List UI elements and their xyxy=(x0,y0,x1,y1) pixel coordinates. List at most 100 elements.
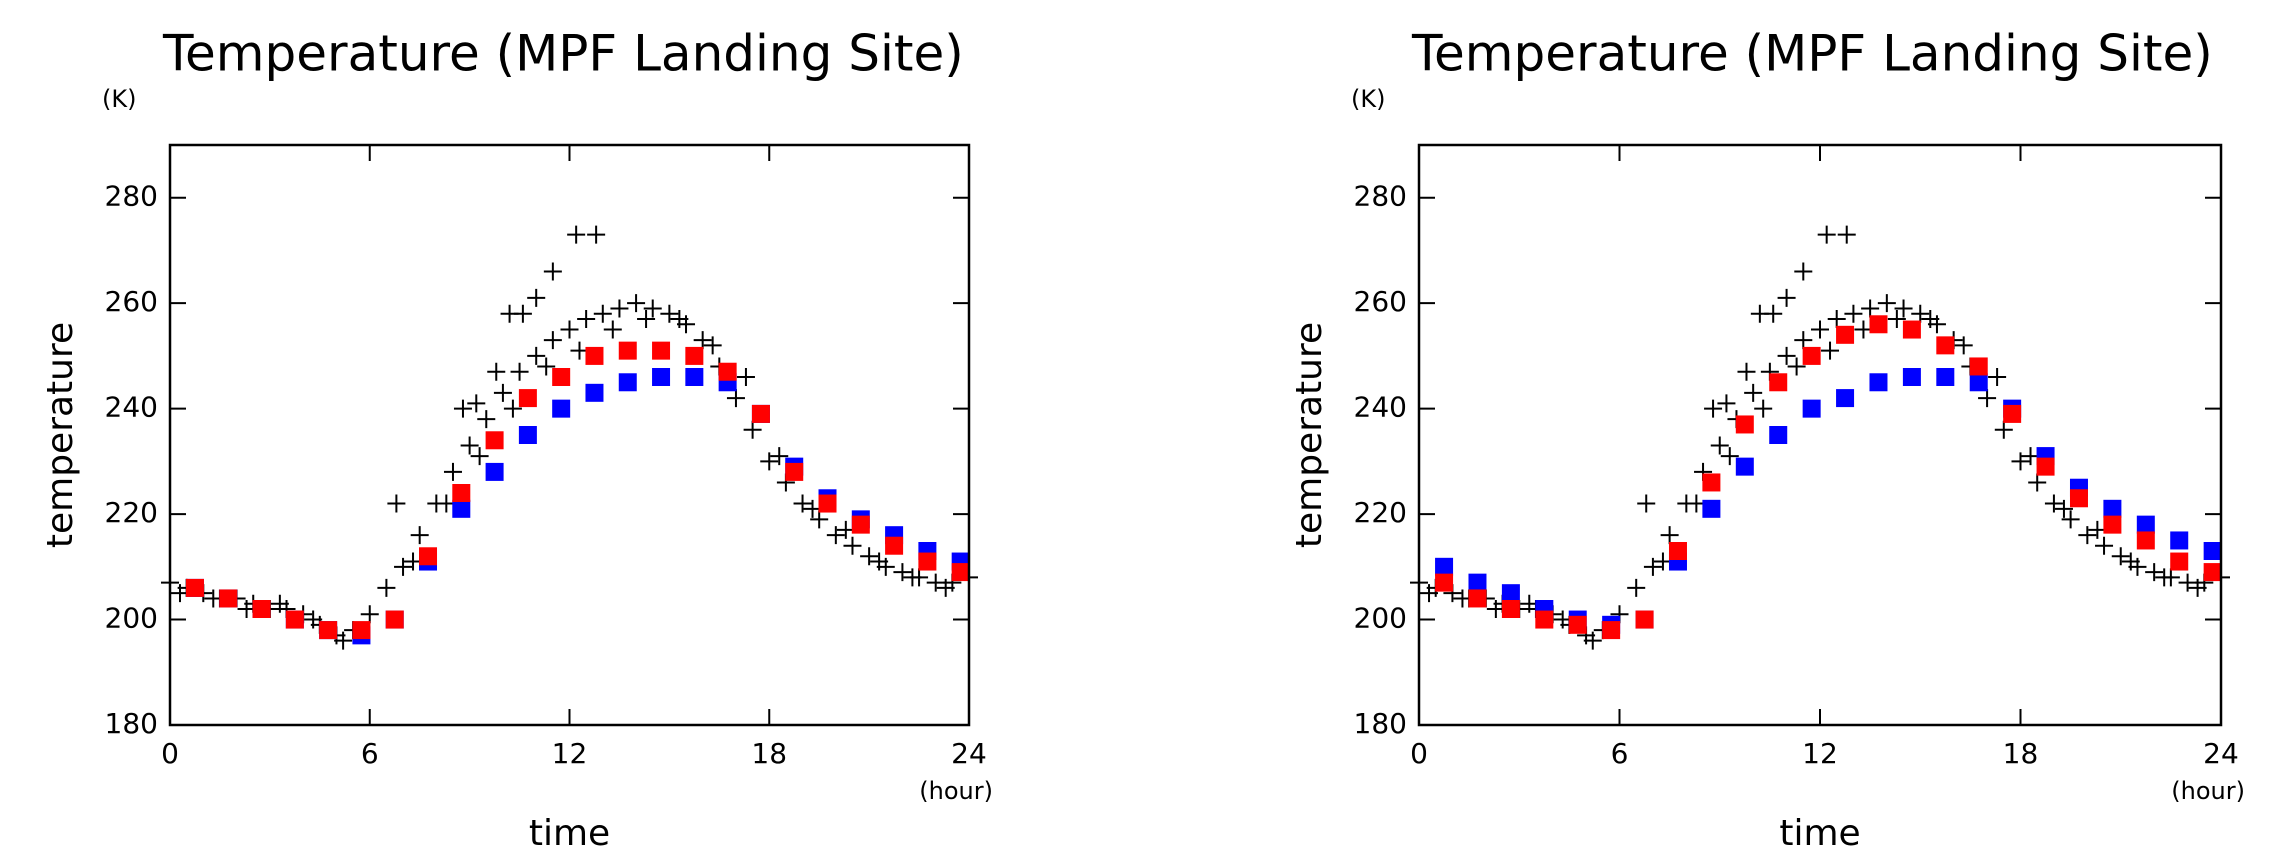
plus-marker xyxy=(1817,225,1836,244)
plus-marker xyxy=(1911,304,1930,323)
square-marker xyxy=(1969,373,1988,392)
square-marker xyxy=(419,547,438,566)
square-marker xyxy=(1702,473,1721,492)
square-marker xyxy=(1869,315,1888,334)
square-marker xyxy=(1568,615,1587,634)
plus-marker xyxy=(593,304,612,323)
plus-marker xyxy=(1787,357,1806,376)
plus-marker xyxy=(660,304,679,323)
square-marker xyxy=(1902,368,1921,386)
y-tick-label: 240 xyxy=(105,391,158,424)
plus-marker xyxy=(936,578,955,597)
square-marker xyxy=(2036,457,2055,476)
plus-marker xyxy=(304,610,323,629)
plus-marker xyxy=(1861,299,1880,318)
square-marker xyxy=(1435,557,1454,576)
plus-marker xyxy=(1794,262,1813,281)
plus-marker xyxy=(334,631,353,650)
y-tick-label: 220 xyxy=(1354,496,1407,529)
plus-marker xyxy=(543,262,562,281)
plus-marker xyxy=(577,310,596,328)
plus-marker xyxy=(1720,447,1739,466)
plus-marker xyxy=(2011,452,2030,471)
square-marker xyxy=(1869,373,1888,392)
plus-marker xyxy=(726,389,745,408)
plus-marker xyxy=(843,536,862,555)
x-tick-label: 24 xyxy=(951,737,987,770)
plot-frame xyxy=(1417,143,2223,727)
y-axis-label: temperature xyxy=(1289,322,1330,548)
square-marker xyxy=(1702,499,1721,518)
plus-marker xyxy=(1553,610,1572,629)
square-marker xyxy=(219,589,238,608)
y-unit: (K) xyxy=(102,85,136,113)
plus-marker xyxy=(1737,362,1756,381)
square-marker xyxy=(585,346,604,365)
plot-frame xyxy=(168,143,971,727)
plus-marker xyxy=(2155,568,2174,587)
square-marker xyxy=(485,462,504,481)
plus-marker xyxy=(1420,584,1439,603)
x-tick-label: 12 xyxy=(552,737,588,770)
square-marker xyxy=(2003,404,2022,423)
x-unit: (hour) xyxy=(919,777,993,805)
y-tick-label: 180 xyxy=(105,707,158,740)
plus-marker xyxy=(2088,520,2107,539)
plus-marker xyxy=(270,594,289,613)
plus-marker xyxy=(1954,336,1973,355)
square-marker xyxy=(1602,621,1621,640)
square-marker xyxy=(385,610,404,629)
plus-marker xyxy=(2044,494,2063,513)
plus-marker xyxy=(537,357,556,376)
plus-marker xyxy=(410,526,429,545)
plus-marker xyxy=(893,563,912,582)
square-marker xyxy=(1468,573,1487,592)
plus-marker xyxy=(693,331,712,350)
plus-marker xyxy=(460,436,479,455)
plus-marker xyxy=(1687,494,1706,513)
plus-marker xyxy=(2095,536,2114,555)
plus-marker xyxy=(2121,552,2140,571)
y-tick-label: 280 xyxy=(1354,180,1407,213)
plus-marker xyxy=(1777,288,1796,307)
plus-marker xyxy=(2178,573,2197,592)
square-marker xyxy=(252,600,271,618)
plus-marker xyxy=(1653,552,1672,571)
plus-marker xyxy=(453,399,472,418)
square-marker xyxy=(352,621,371,640)
plus-marker xyxy=(793,494,812,513)
plus-marker xyxy=(1877,294,1896,313)
plus-marker xyxy=(1453,589,1472,608)
square-marker xyxy=(2103,499,2122,518)
square-marker xyxy=(518,389,537,408)
square-marker xyxy=(1635,610,1654,629)
plus-marker xyxy=(870,552,889,571)
plus-marker xyxy=(2028,473,2047,492)
plus-marker xyxy=(1486,600,1505,618)
square-marker xyxy=(685,368,704,386)
plus-marker xyxy=(470,447,489,466)
square-marker xyxy=(652,368,671,386)
square-marker xyxy=(751,404,770,423)
square-marker xyxy=(1535,610,1554,629)
x-unit: (hour) xyxy=(2171,777,2245,805)
square-marker xyxy=(918,552,937,571)
chart: Temperature (MPF Landing Site) (K) tempera… xyxy=(1289,25,2245,855)
plus-marker xyxy=(1627,578,1646,597)
x-tick-label: 12 xyxy=(1802,737,1838,770)
plus-marker xyxy=(1827,310,1846,328)
plus-marker xyxy=(2078,526,2097,545)
square-marker xyxy=(2069,489,2088,508)
y-tick-label: 240 xyxy=(1354,391,1407,424)
square-marker xyxy=(1501,600,1520,618)
plus-marker xyxy=(610,299,629,318)
square-marker xyxy=(1802,346,1821,365)
chart-title: Temperature (MPF Landing Site) xyxy=(1411,25,2213,83)
plus-marker xyxy=(503,399,522,418)
square-marker xyxy=(485,431,504,450)
square-marker xyxy=(452,499,471,518)
plus-marker xyxy=(736,368,755,386)
y-tick-label: 280 xyxy=(105,180,158,213)
x-axis-label: time xyxy=(1779,813,1860,854)
plus-marker xyxy=(1704,399,1723,418)
